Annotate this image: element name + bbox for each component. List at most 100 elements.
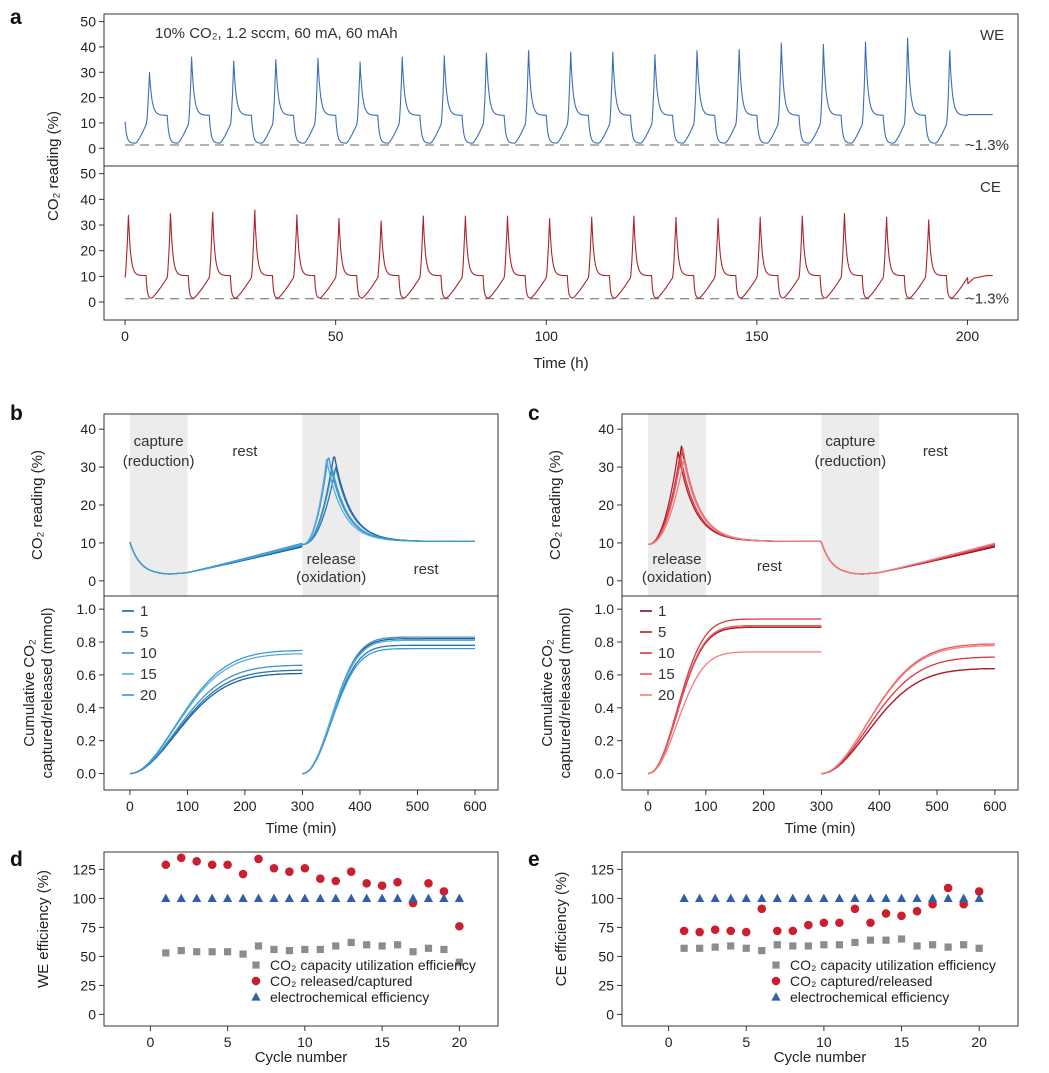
- data-point-circle: [300, 863, 310, 873]
- data-point-square: [727, 942, 735, 950]
- data-point-circle: [959, 899, 968, 909]
- region-label-rest: rest: [232, 443, 258, 460]
- data-point-triangle: [392, 893, 403, 902]
- data-point-square: [913, 942, 921, 950]
- data-point-square: [254, 942, 263, 950]
- y-tick-label: 50: [80, 166, 96, 182]
- series-line-c_bottom-5-second: [821, 667, 995, 775]
- y-tick-label: 30: [598, 459, 614, 475]
- data-point-triangle: [959, 893, 969, 902]
- y-tick-label: 75: [598, 919, 614, 935]
- region-label-capture: capture: [825, 433, 875, 450]
- data-point-triangle: [834, 893, 845, 902]
- legend-label: 5: [140, 624, 148, 641]
- legend-label: 10: [658, 645, 675, 662]
- data-point-square: [301, 945, 309, 954]
- data-point-square: [440, 945, 448, 954]
- y-tick-label: 40: [80, 191, 96, 207]
- y-tick-label: 0.2: [77, 733, 97, 749]
- series-line-b_bottom-5-second: [302, 644, 475, 775]
- region-label-rest-2: rest: [414, 561, 440, 578]
- data-point-circle: [424, 879, 433, 888]
- legend-marker: [251, 976, 261, 986]
- x-tick-label: 10: [297, 1034, 313, 1050]
- data-point-circle: [835, 918, 844, 928]
- y-tick-label: 10: [80, 268, 96, 284]
- region-label-oxidation: (oxidation): [296, 569, 366, 586]
- series-line-c_top-20: [648, 458, 996, 575]
- x-tick-label: 0: [665, 1034, 673, 1050]
- y-tick-label: 25: [80, 977, 96, 993]
- plot-frame-d: [103, 851, 499, 1027]
- series-line-b_bottom-1-second: [302, 638, 475, 775]
- y-tick-label: 75: [80, 919, 96, 935]
- data-point-triangle: [695, 893, 705, 902]
- x-tick-label: 200: [956, 328, 980, 344]
- x-tick-label: 200: [233, 798, 257, 814]
- data-point-square: [285, 947, 294, 955]
- y-tick-label: 0: [606, 1006, 614, 1022]
- y-tick-label: 10: [80, 115, 96, 131]
- data-point-triangle: [850, 893, 860, 902]
- data-point-triangle: [300, 893, 310, 902]
- legend-label: electrochemical efficiency: [270, 989, 429, 1005]
- data-point-circle: [866, 918, 875, 928]
- data-point-circle: [897, 911, 906, 921]
- data-point-circle: [316, 874, 325, 883]
- y-tick-label: 125: [591, 861, 615, 877]
- x-tick-label: 300: [810, 798, 834, 814]
- legend-label: CO₂ released/captured: [270, 973, 412, 989]
- data-point-square: [960, 941, 968, 949]
- data-point-triangle: [331, 893, 341, 902]
- legend-marker: [772, 961, 780, 969]
- y-tick-label: 1.0: [595, 601, 615, 617]
- y-tick-label: 30: [80, 459, 96, 475]
- data-point-square: [363, 941, 371, 949]
- y-tick-label: 0.8: [595, 634, 615, 650]
- legend-label: 20: [140, 687, 157, 704]
- legend-label: 5: [658, 624, 666, 641]
- y-tick-label: 0.6: [77, 667, 97, 683]
- data-point-triangle: [192, 893, 202, 902]
- y-tick-label: 0.8: [77, 634, 97, 650]
- y-tick-label: 0.4: [77, 700, 97, 716]
- y-tick-label: 0.2: [595, 733, 615, 749]
- y-axis-label-line2-b_bottom: captured/released (mmol): [39, 608, 56, 779]
- x-tick-label: 0: [644, 798, 652, 814]
- data-point-triangle: [772, 893, 782, 902]
- y-axis-label-e: CE efficiency (%): [553, 872, 570, 987]
- x-tick-label: 200: [752, 798, 776, 814]
- x-tick-label: 0: [126, 798, 134, 814]
- plot-frame-c_bottom: [621, 595, 1019, 791]
- data-point-square: [851, 938, 859, 947]
- series-line-c_bottom-10-second: [821, 656, 995, 775]
- data-point-circle: [455, 921, 464, 931]
- data-point-square: [835, 941, 844, 949]
- y-tick-label: 10: [598, 535, 614, 551]
- data-point-triangle: [912, 893, 922, 902]
- legend-marker: [771, 992, 781, 1001]
- data-point-square: [928, 941, 937, 949]
- data-point-triangle: [927, 893, 938, 902]
- y-axis-label: CO₂ reading (%): [45, 111, 62, 221]
- data-point-circle: [285, 867, 294, 877]
- data-point-square: [789, 942, 797, 950]
- data-point-triangle: [819, 893, 829, 902]
- data-point-triangle: [223, 893, 233, 902]
- legend-marker: [771, 976, 781, 986]
- data-point-circle: [161, 860, 171, 870]
- y-tick-label: 50: [80, 948, 96, 964]
- series-line-c_bottom-20-second: [821, 644, 995, 775]
- x-tick-label: 10: [816, 1034, 832, 1050]
- y-tick-label: 40: [80, 39, 96, 55]
- y-tick-label: 25: [598, 977, 614, 993]
- region-label-reduction: (reduction): [123, 453, 195, 470]
- data-point-square: [208, 948, 216, 956]
- baseline-label: ~1.3%: [966, 137, 1009, 154]
- y-tick-label: 50: [598, 948, 614, 964]
- x-tick-label: 600: [463, 798, 487, 814]
- data-point-square: [316, 945, 324, 954]
- data-point-triangle: [377, 893, 387, 902]
- panel-letter-a: a: [10, 6, 22, 29]
